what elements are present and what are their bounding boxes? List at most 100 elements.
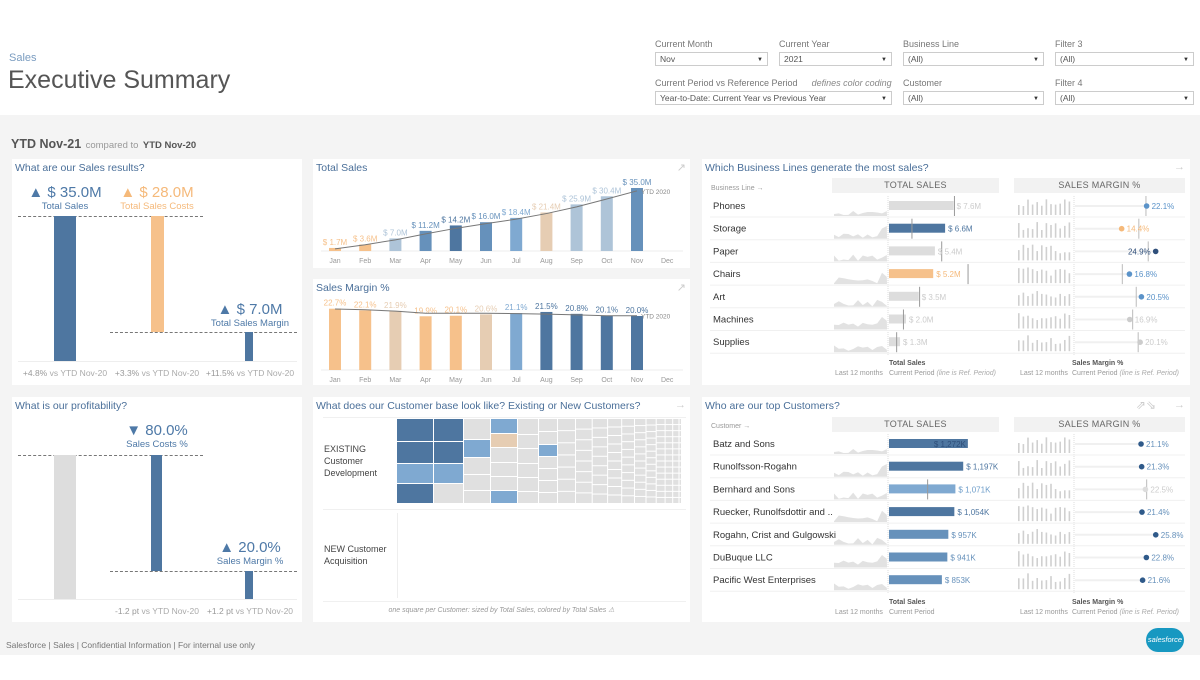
customer-square[interactable] (665, 461, 673, 467)
margin-dot[interactable] (1143, 554, 1150, 561)
customer-square[interactable] (673, 455, 679, 461)
customer-square[interactable] (539, 481, 557, 492)
business-line-select[interactable]: (All) ▼ (903, 52, 1044, 66)
customer-square[interactable] (646, 432, 656, 438)
customer-square[interactable] (679, 455, 682, 461)
sort-descending-icon[interactable]: ⇗⇘ (1135, 398, 1156, 412)
customer-square[interactable] (679, 443, 682, 449)
customer-square[interactable] (635, 489, 646, 496)
total-sales-costs-bar[interactable] (151, 216, 164, 332)
customer-square[interactable] (592, 485, 608, 494)
customer-square[interactable] (592, 419, 608, 428)
bar-jan[interactable] (329, 308, 341, 370)
customer-square[interactable] (656, 449, 665, 455)
bar-jun[interactable] (480, 314, 492, 370)
row-name[interactable]: Machines (713, 315, 754, 326)
customer-square[interactable] (464, 440, 490, 457)
total-sales-header[interactable]: TOTAL SALES (832, 417, 999, 432)
customer-square[interactable] (558, 467, 575, 479)
customer-square[interactable] (679, 497, 682, 503)
customer-square[interactable] (491, 491, 517, 503)
customer-square[interactable] (665, 479, 673, 485)
bar-oct[interactable] (600, 196, 613, 251)
customer-square[interactable] (646, 471, 656, 477)
filter3-select[interactable]: (All) ▼ (1055, 52, 1194, 66)
customer-square[interactable] (576, 493, 592, 503)
bar-nov[interactable] (631, 188, 643, 251)
customer-square[interactable] (665, 473, 673, 479)
margin-dot[interactable] (1126, 271, 1133, 277)
customer-square[interactable] (434, 484, 463, 503)
customer-square[interactable] (673, 449, 679, 455)
customer-square[interactable] (665, 431, 673, 437)
sales-bar[interactable] (889, 337, 901, 347)
customer-square[interactable] (673, 419, 679, 425)
customer-square[interactable] (397, 442, 433, 463)
customer-square[interactable] (679, 449, 682, 455)
customer-square[interactable] (539, 419, 557, 431)
customer-square[interactable] (592, 437, 608, 447)
customer-square[interactable] (592, 447, 608, 456)
trend-icon[interactable]: ↗ (676, 162, 686, 174)
customer-square[interactable] (646, 477, 656, 484)
row-name[interactable]: Supplies (713, 337, 750, 348)
arrow-right-icon[interactable]: → (675, 399, 686, 411)
customer-square[interactable] (434, 419, 463, 441)
sales-margin-header[interactable]: SALES MARGIN % (1014, 417, 1185, 432)
margin-dot[interactable] (1138, 463, 1145, 470)
customer-square[interactable] (539, 432, 557, 444)
margin-dot[interactable] (1143, 203, 1150, 209)
customer-square[interactable] (635, 461, 646, 468)
customer-square[interactable] (665, 449, 673, 455)
customer-square[interactable] (491, 434, 517, 447)
current-month-select[interactable]: Nov ▼ (655, 52, 768, 66)
customer-square[interactable] (518, 478, 538, 491)
margin-dot[interactable] (1152, 248, 1159, 255)
customer-square[interactable] (656, 437, 665, 443)
customer-square[interactable] (491, 463, 517, 476)
sales-bar[interactable] (889, 439, 968, 448)
customer-square[interactable] (673, 431, 679, 437)
customer-square[interactable] (646, 451, 656, 458)
customer-square[interactable] (576, 461, 592, 472)
margin-dot[interactable] (1137, 339, 1143, 345)
customer-square[interactable] (646, 490, 656, 497)
customer-square[interactable] (491, 448, 517, 462)
customer-square[interactable] (518, 492, 538, 503)
sales-bar[interactable] (889, 507, 955, 517)
bar-feb[interactable] (359, 310, 372, 370)
bar-feb[interactable] (359, 244, 372, 251)
arrow-right-icon[interactable]: → (1174, 399, 1185, 411)
sales-bar[interactable] (889, 291, 919, 301)
customer-square[interactable] (622, 457, 634, 465)
row-name[interactable]: Rogahn, Crist and Gulgowski (713, 530, 836, 541)
customer-square[interactable] (397, 464, 433, 483)
customer-square[interactable] (592, 456, 608, 466)
customer-square[interactable] (656, 425, 665, 431)
customer-square[interactable] (679, 479, 682, 485)
customer-square[interactable] (646, 458, 656, 464)
customer-select[interactable]: (All) ▼ (903, 91, 1044, 105)
customer-square[interactable] (539, 457, 557, 468)
customer-square[interactable] (646, 438, 656, 445)
customer-square[interactable] (665, 443, 673, 449)
customer-square[interactable] (679, 473, 682, 479)
total-sales-bar[interactable] (54, 216, 76, 361)
sales-bar[interactable] (889, 223, 946, 233)
customer-square[interactable] (622, 465, 634, 473)
customer-square[interactable] (558, 419, 575, 431)
customer-square[interactable] (673, 485, 679, 491)
row-name[interactable]: Art (713, 292, 726, 303)
total-sales-header[interactable]: TOTAL SALES (832, 178, 999, 193)
customer-square[interactable] (673, 491, 679, 497)
customer-square[interactable] (397, 484, 433, 503)
customer-square[interactable] (646, 425, 656, 432)
customer-square[interactable] (576, 429, 592, 440)
customer-square[interactable] (679, 437, 682, 443)
customer-square[interactable] (592, 466, 608, 475)
customer-square[interactable] (539, 445, 557, 456)
bar-sep[interactable] (570, 313, 583, 370)
customer-square[interactable] (558, 431, 575, 443)
margin-dot[interactable] (1138, 441, 1144, 447)
filter4-select[interactable]: (All) ▼ (1055, 91, 1194, 105)
